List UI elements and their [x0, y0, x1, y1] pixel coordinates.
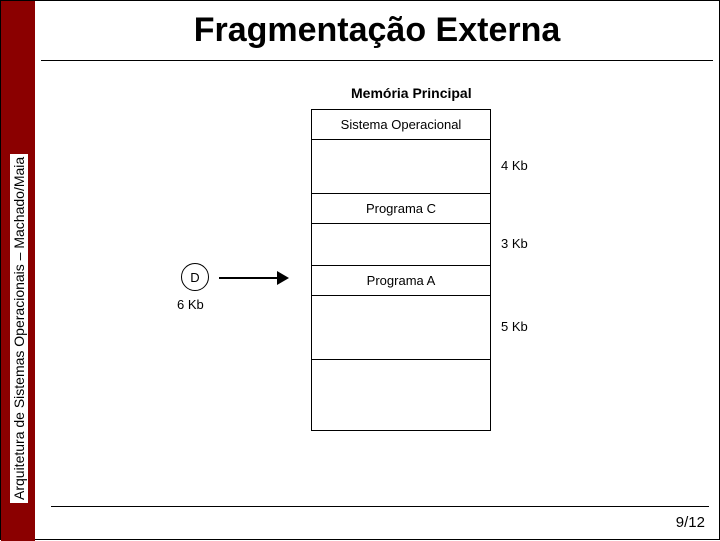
incoming-process: D: [181, 263, 209, 291]
sidebar-text: Arquitetura de Sistemas Operacionais – M…: [10, 154, 28, 503]
memory-size-label: 3 Kb: [501, 236, 528, 251]
footer-divider: [51, 506, 709, 507]
memory-block: [312, 224, 490, 266]
memory-diagram: Memória Principal D 6 Kb Sistema Operaci…: [121, 81, 661, 481]
memory-block: [312, 296, 490, 360]
memory-block: [312, 360, 490, 430]
memory-size-label: 4 Kb: [501, 158, 528, 173]
process-d-size: 6 Kb: [177, 297, 204, 312]
process-d-circle: D: [181, 263, 209, 291]
memory-block-label: Programa A: [367, 273, 436, 288]
arrow-right-icon: [219, 273, 289, 283]
memory-stack: Sistema Operacional Programa C Programa A: [311, 109, 491, 431]
slide-root: Arquitetura de Sistemas Operacionais – M…: [0, 0, 720, 540]
memory-block: [312, 140, 490, 194]
page-title: Fragmentação Externa: [41, 5, 713, 61]
memory-title: Memória Principal: [351, 85, 472, 101]
memory-block: Programa C: [312, 194, 490, 224]
memory-block-label: Sistema Operacional: [341, 117, 462, 132]
page-number: 9/12: [676, 514, 705, 531]
memory-block-label: Programa C: [366, 201, 436, 216]
memory-size-label: 5 Kb: [501, 319, 528, 334]
process-d-label: D: [190, 270, 199, 285]
memory-block: Programa A: [312, 266, 490, 296]
memory-block: Sistema Operacional: [312, 110, 490, 140]
